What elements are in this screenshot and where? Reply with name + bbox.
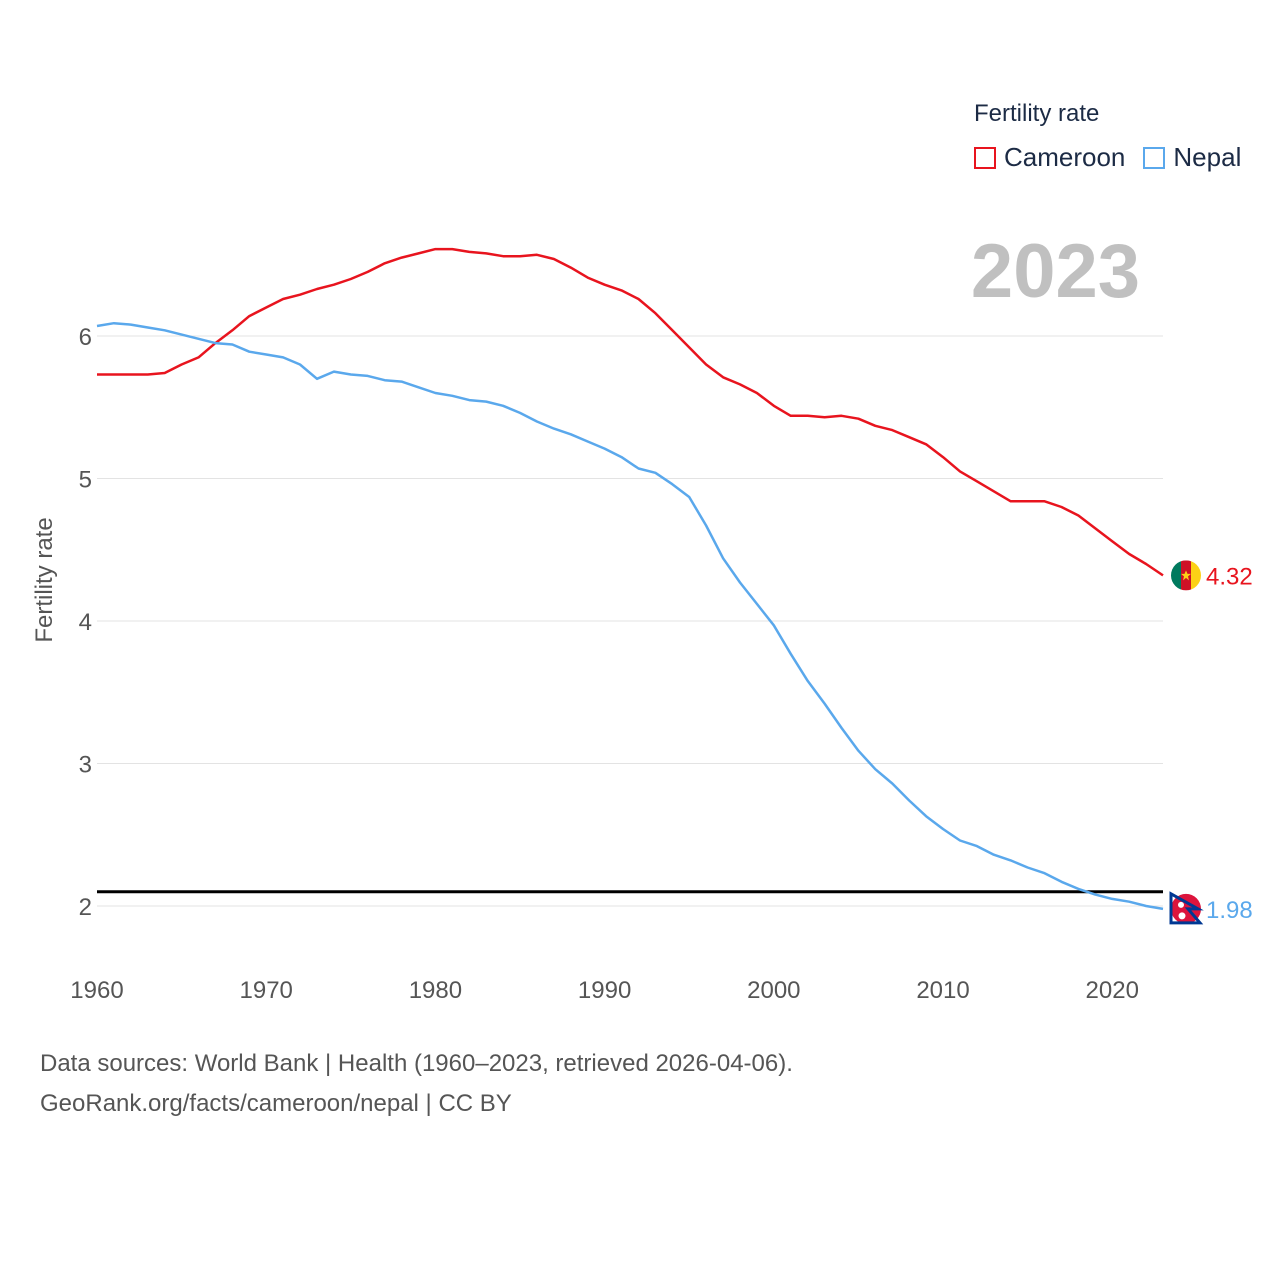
legend-title: Fertility rate	[974, 100, 1100, 127]
flag-cameroon-icon	[1171, 560, 1201, 591]
year-label: 2023	[970, 229, 1140, 314]
data-source-note: Data sources: World Bank | Health (1960–…	[40, 1044, 793, 1124]
y-axis-ticks: 2 3 4 5 6	[79, 324, 92, 921]
end-value-label-cameroon: 4.32	[1206, 563, 1253, 590]
legend-item-nepal[interactable]: Nepal	[1143, 142, 1241, 173]
legend: Cameroon Nepal	[974, 142, 1259, 173]
legend-swatch-nepal	[1143, 146, 1166, 169]
y-tick-label: 6	[79, 324, 92, 351]
y-tick-label: 3	[79, 752, 92, 779]
x-axis-ticks: 1960 1970 1980 1990 2000 2010 2020	[70, 977, 1139, 1004]
x-tick-label: 2020	[1086, 977, 1139, 1004]
y-tick-label: 4	[79, 609, 92, 636]
end-value-label-nepal: 1.98	[1206, 897, 1253, 924]
x-tick-label: 1980	[409, 977, 462, 1004]
legend-label-nepal: Nepal	[1173, 142, 1242, 172]
x-tick-label: 2000	[747, 977, 800, 1004]
y-tick-label: 2	[79, 894, 92, 921]
legend-swatch-cameroon	[974, 146, 996, 169]
legend-item-cameroon[interactable]: Cameroon	[974, 142, 1125, 173]
legend-label-cameroon: Cameroon	[1004, 142, 1126, 172]
source-line-2: GeoRank.org/facts/cameroon/nepal | CC BY	[40, 1090, 512, 1117]
y-axis-label: Fertility rate	[31, 517, 58, 642]
x-tick-label: 1960	[70, 977, 123, 1004]
source-line-1: Data sources: World Bank | Health (1960–…	[40, 1050, 793, 1077]
x-tick-label: 1990	[578, 977, 631, 1004]
series-line-nepal	[96, 321, 1164, 911]
x-tick-label: 2010	[916, 977, 969, 1004]
series-lines: 4.32 1.98	[96, 247, 1253, 925]
series-line-cameroon	[97, 247, 1164, 577]
y-tick-label: 5	[79, 467, 92, 494]
gridlines	[97, 335, 1163, 907]
x-tick-label: 1970	[240, 977, 293, 1004]
flag-nepal-icon	[1169, 891, 1204, 925]
